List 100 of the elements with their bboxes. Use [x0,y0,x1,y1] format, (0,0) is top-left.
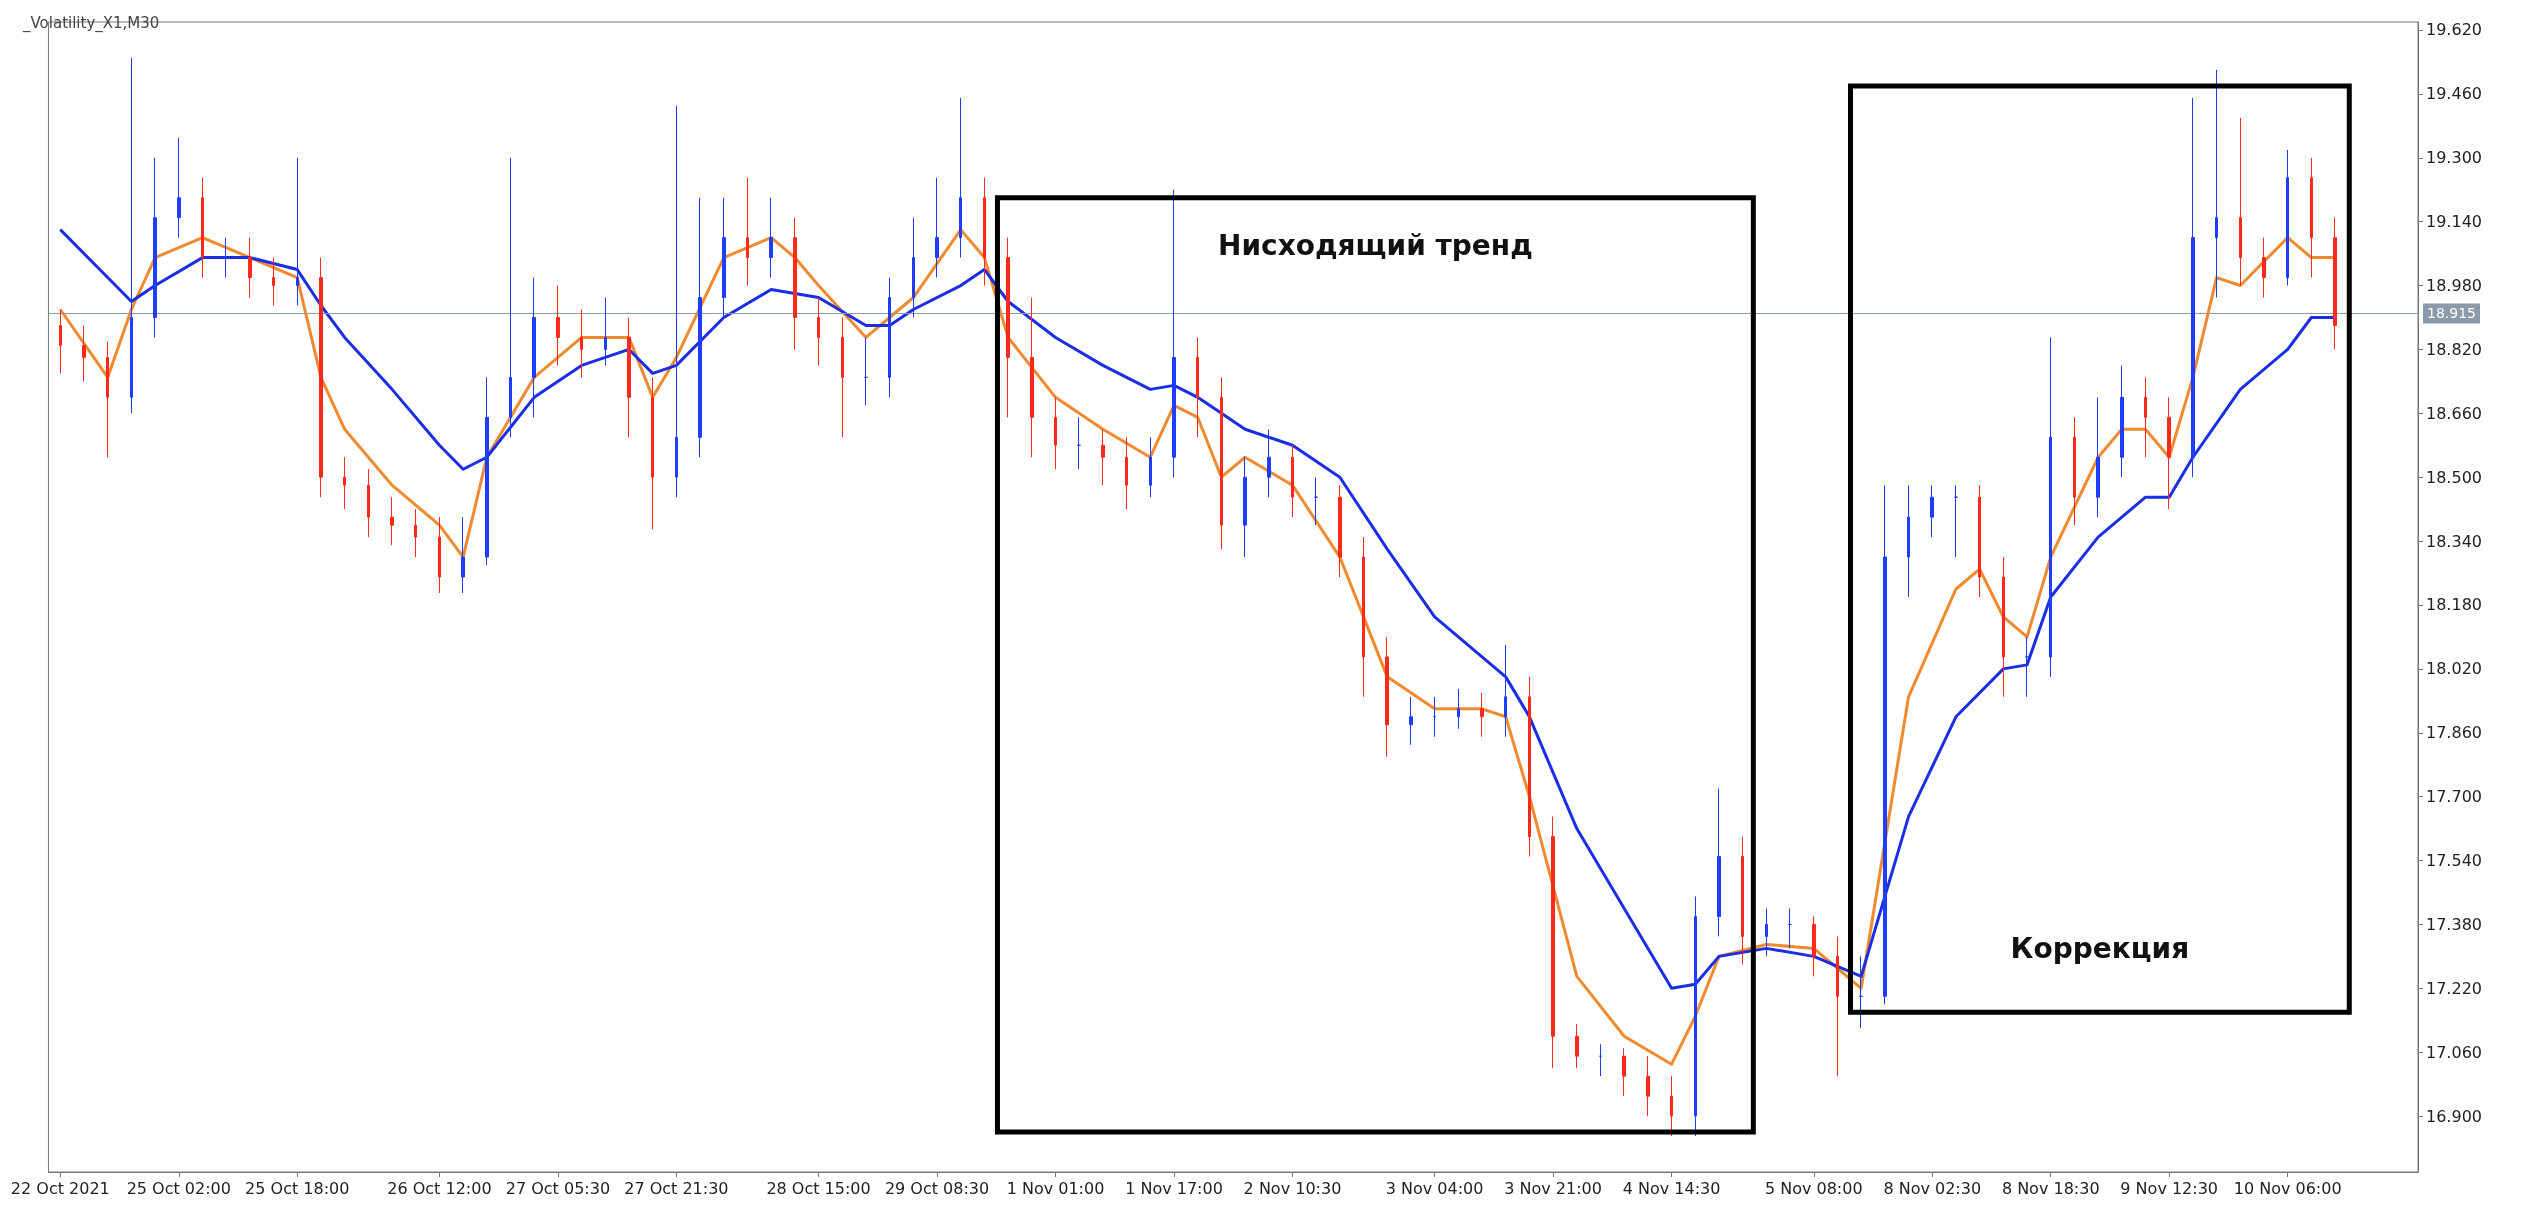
y-tick-label: 18.980 [2426,276,2482,296]
candlestick [769,197,773,279]
candlestick [1765,907,1768,957]
candlestick [2144,376,2147,458]
candlestick [1646,1055,1650,1117]
x-tick-label: 29 Oct 08:30 [884,1178,990,1198]
y-tick-label: 18.180 [2426,595,2482,615]
candlestick [177,137,181,239]
x-tick-label: 5 Nov 08:00 [1764,1178,1863,1198]
candlestick [651,376,654,530]
candlestick [272,257,275,307]
ref-line-label: 18.915 [2427,305,2476,322]
candlestick [509,157,512,438]
candlestick [817,297,820,366]
candlestick [130,57,133,414]
x-tick-label: 27 Oct 21:30 [624,1178,729,1198]
candlestick [1504,644,1507,738]
x-tick-label: 3 Nov 04:00 [1385,1178,1484,1198]
candlestick [1433,696,1436,738]
y-tick-label: 18.340 [2426,531,2482,551]
candlestick [1101,428,1105,486]
candlestick [1054,396,1057,470]
y-tick-label: 18.660 [2426,403,2482,423]
candlestick [1694,895,1697,1137]
x-tick-label: 28 Oct 15:00 [766,1178,871,1198]
x-tick-label: 3 Nov 21:00 [1504,1178,1602,1198]
x-tick-label: 1 Nov 01:00 [1006,1178,1105,1198]
candlestick [1457,688,1460,730]
y-tick-label: 17.700 [2426,787,2482,807]
y-tick-label: 19.620 [2426,20,2482,40]
y-tick-label: 19.140 [2426,212,2482,232]
candlestick [438,516,441,594]
candlestick [59,309,62,374]
candlestick [2333,217,2337,350]
x-tick-label: 26 Oct 12:00 [387,1178,492,1198]
candlestick [106,340,109,458]
candlestick [1480,692,1484,738]
y-tick-label: 18.500 [2426,467,2482,487]
candlestick [793,217,797,350]
candlestick [1385,636,1389,758]
x-tick-label: 9 Nov 12:30 [2120,1178,2219,1198]
candlestick [1551,816,1555,1069]
candlestick [201,177,204,279]
candlestick [1338,484,1342,578]
y-tick-label: 18.020 [2426,659,2482,679]
candlestick [935,177,939,279]
y-tick-label: 17.380 [2426,914,2482,934]
chart-title: _Volatility_X1,M30 [22,13,160,33]
candlestick [82,324,86,382]
x-tick-label: 8 Nov 18:30 [2001,1178,2100,1198]
x-tick-label: 25 Oct 18:00 [245,1178,350,1198]
candlestick [1788,907,1792,949]
candlestick [414,508,417,558]
candlestick [1622,1047,1626,1097]
y-tick-label: 18.820 [2426,339,2482,359]
candlestick [1978,484,1981,598]
candlestick [461,516,465,594]
candlestick [1528,676,1531,858]
candlestick [1575,1023,1579,1069]
candlestick [746,177,749,287]
candlestick [1362,536,1365,698]
candlestick [2191,97,2195,478]
candlestick [604,297,607,366]
candlestick [1409,696,1413,746]
x-tick-label: 25 Oct 02:00 [126,1178,231,1198]
candlestick [698,197,702,458]
candlestick [1149,436,1152,498]
candlestick [1243,456,1247,558]
candlestick [1670,1075,1673,1137]
x-tick-label: 8 Nov 02:30 [1883,1178,1982,1198]
candlestick [841,316,844,438]
x-tick-label: 27 Oct 05:30 [505,1178,611,1198]
candlestick [2002,556,2005,698]
candlestick [1291,444,1294,518]
candlestick [1930,484,1934,538]
candlestick [983,177,986,287]
candlestick [153,157,157,338]
candlestick [912,217,915,318]
y-tick-label: 19.460 [2426,84,2482,104]
y-tick-label: 17.540 [2426,851,2482,871]
annotation: Коррекция [2010,931,2190,965]
y-tick-label: 17.220 [2426,978,2482,998]
candlestick [343,456,346,510]
candlestick [367,468,370,538]
candlestick [1077,416,1081,470]
candlestick [959,97,962,259]
candlestick [675,105,678,498]
candlestick [1006,237,1010,418]
y-tick-label: 16.900 [2426,1106,2482,1126]
x-tick-label: 4 Nov 14:30 [1622,1178,1721,1198]
candlestick [1314,476,1318,526]
candlestick [2096,396,2100,518]
candlestick [2073,416,2076,526]
y-tick-label: 19.300 [2426,148,2482,168]
candlestick [1125,436,1128,510]
candlestick [627,316,631,438]
candlestick [1172,189,1176,478]
candlestick [485,376,489,566]
candlestick [1812,915,1816,977]
candlestick [1267,428,1271,498]
